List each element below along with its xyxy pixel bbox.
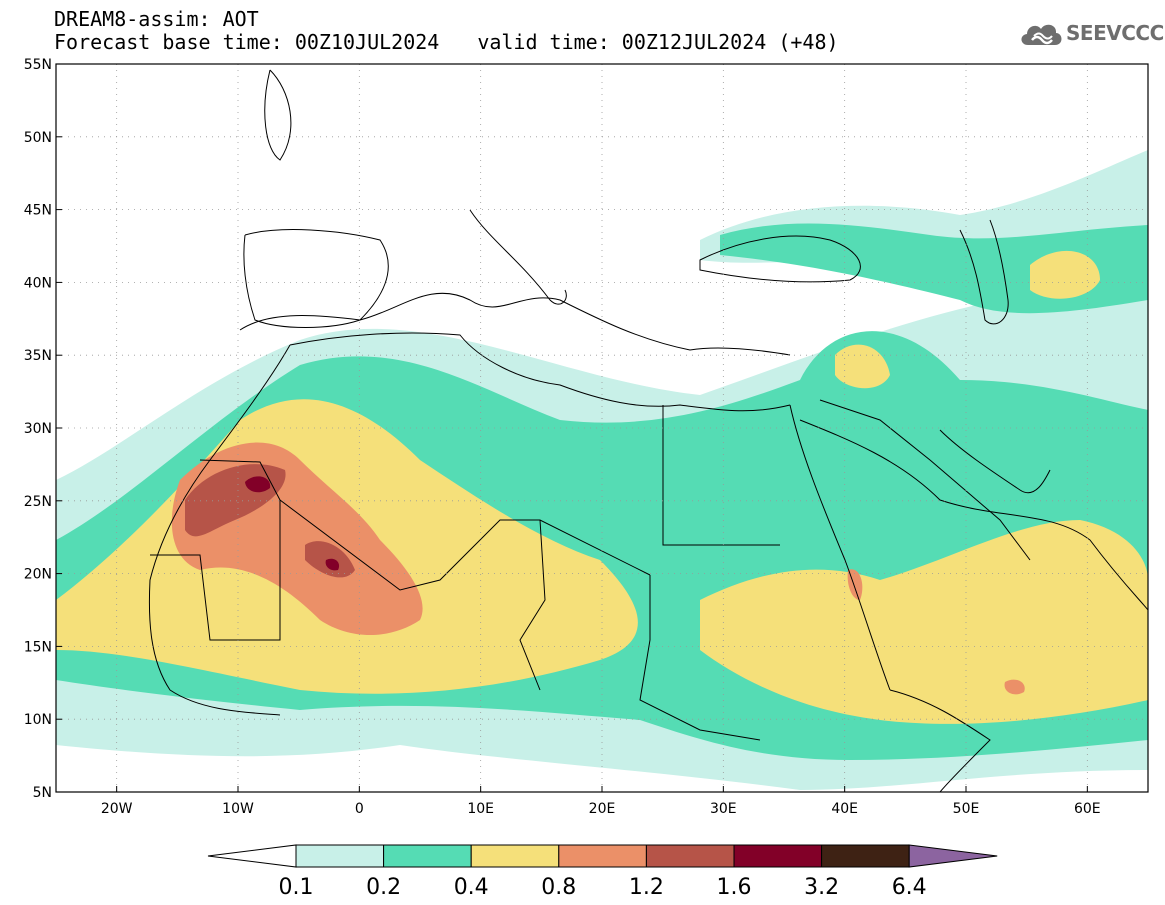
colorbar-label: 0.2 bbox=[366, 875, 401, 900]
lat-tick-label: 55N bbox=[24, 57, 52, 73]
coastline-caspian bbox=[959, 219, 1009, 325]
aot-band-0.8 bbox=[1004, 679, 1025, 695]
seevccc-logo: SEEVCCC bbox=[1018, 18, 1164, 48]
coastline-west-africa bbox=[148, 344, 291, 716]
cloud-icon bbox=[1021, 24, 1062, 45]
aot-band-1.6 bbox=[245, 476, 271, 493]
coastline-horn-of-africa bbox=[889, 689, 991, 792]
lon-tick-labels: 20W 10W 0 10E 20E 30E 40E 50E 60E bbox=[101, 801, 1101, 817]
lat-tick-label: 35N bbox=[24, 348, 52, 364]
coastline-persian-gulf bbox=[939, 429, 1051, 493]
aot-band-1.6 bbox=[325, 558, 340, 571]
colorbar-segment bbox=[470, 844, 560, 868]
coastline-iberia bbox=[243, 229, 389, 328]
colorbar-segment bbox=[733, 844, 823, 868]
lon-tick-label: 20E bbox=[589, 801, 616, 817]
lat-tick-label: 25N bbox=[24, 494, 52, 510]
coastlines-borders bbox=[148, 69, 1148, 792]
colorbar-segment bbox=[821, 844, 910, 868]
valid-time: valid time: 00Z12JUL2024 (+48) bbox=[477, 30, 839, 54]
lat-tick-label: 50N bbox=[24, 130, 52, 146]
lat-tick-label: 15N bbox=[24, 639, 52, 655]
coastline-arabia bbox=[799, 419, 1148, 611]
lon-tick-label: 0 bbox=[355, 801, 364, 817]
lat-tick-label: 45N bbox=[24, 203, 52, 219]
colorbar-label: 1.2 bbox=[629, 875, 664, 900]
lon-tick-label: 20W bbox=[101, 801, 133, 817]
dust-field bbox=[56, 150, 1148, 790]
border-egypt-libya bbox=[662, 405, 780, 546]
colorbar-label: 0.1 bbox=[279, 875, 314, 900]
colorbar-label: 0.4 bbox=[454, 875, 489, 900]
lat-tick-label: 20N bbox=[24, 567, 52, 583]
coastline-red-sea bbox=[789, 404, 891, 691]
coastline-black-sea bbox=[699, 235, 861, 283]
colorbar-segment bbox=[295, 844, 385, 868]
lat-tick-label: 30N bbox=[24, 421, 52, 437]
lon-tick-label: 10W bbox=[222, 801, 254, 817]
header: DREAM8-assim: AOT Forecast base time: 00… bbox=[54, 8, 839, 54]
colorbar-label: 3.2 bbox=[804, 875, 839, 900]
border-sudan bbox=[639, 575, 761, 741]
aot-band-0.4 bbox=[1030, 250, 1100, 299]
lon-tick-label: 10E bbox=[467, 801, 494, 817]
logo-text: SEEVCCC bbox=[1066, 21, 1164, 45]
colorbar-segment bbox=[645, 844, 735, 868]
coastline-north-africa bbox=[289, 332, 791, 412]
colorbar-label: 1.6 bbox=[717, 875, 752, 900]
border-sahara bbox=[150, 459, 281, 641]
lat-tick-labels: 5N 10N 15N 20N 25N 30N 35N 40N 45N 50N 55N bbox=[24, 57, 52, 801]
time-line: Forecast base time: 00Z10JUL2024 valid ti… bbox=[54, 31, 839, 54]
lat-tick-label: 10N bbox=[24, 712, 52, 728]
coastline-italy bbox=[469, 209, 567, 305]
lon-tick-label: 30E bbox=[710, 801, 737, 817]
lat-tick-label: 40N bbox=[24, 275, 52, 291]
map-frame bbox=[55, 63, 1149, 793]
lat-tick-label: 5N bbox=[33, 785, 52, 801]
colorbar-segment bbox=[383, 844, 472, 868]
colorbar-lower-extension bbox=[207, 844, 297, 868]
colorbar-upper-extension bbox=[908, 844, 998, 868]
colorbar-segment bbox=[558, 844, 647, 868]
aot-band-0.4 bbox=[700, 520, 1148, 724]
colorbar-label: 0.8 bbox=[541, 875, 576, 900]
colorbar bbox=[207, 844, 998, 868]
border-chad bbox=[519, 519, 546, 691]
coastline-britain bbox=[264, 69, 292, 161]
lon-tick-label: 60E bbox=[1074, 801, 1101, 817]
coastline-europe bbox=[239, 292, 791, 356]
colorbar-labels: 0.1 0.2 0.4 0.8 1.2 1.6 3.2 6.4 bbox=[279, 875, 927, 900]
border-mali-niger bbox=[279, 499, 651, 591]
title: DREAM8-assim: AOT bbox=[54, 7, 259, 31]
forecast-base-time: Forecast base time: 00Z10JUL2024 bbox=[54, 30, 440, 54]
lon-tick-label: 40E bbox=[831, 801, 858, 817]
border-arabia bbox=[819, 399, 1031, 561]
colorbar-label: 6.4 bbox=[892, 875, 927, 900]
lon-tick-label: 50E bbox=[953, 801, 980, 817]
